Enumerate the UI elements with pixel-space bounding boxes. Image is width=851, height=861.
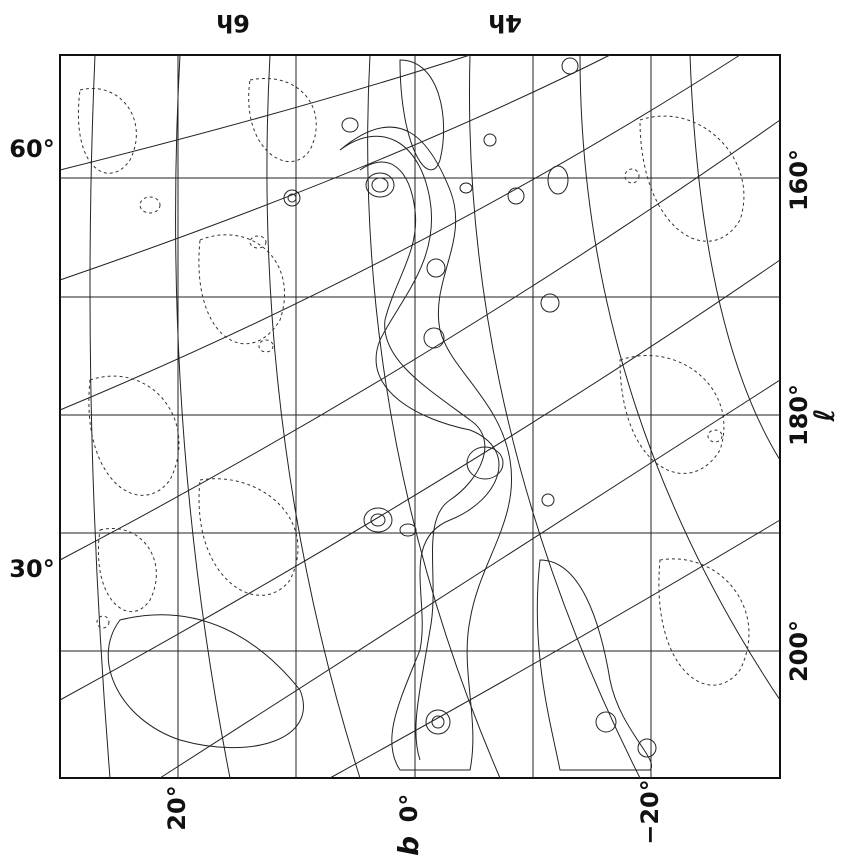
figure: 6h 4h 60° 30° 160° 180° 200° ℓ 20° 0° −2… <box>0 0 851 861</box>
l-tick-label: 200° <box>785 620 813 682</box>
map-frame <box>60 55 780 778</box>
b-axis-label: b <box>392 836 425 856</box>
b-tick-label: 0° <box>395 794 423 823</box>
ra-label: 6h <box>216 9 250 37</box>
l-tick-label: 160° <box>785 149 813 211</box>
ra-label: 4h <box>488 9 522 37</box>
l-axis-label: ℓ <box>808 408 841 422</box>
dec-label: 30° <box>9 555 54 583</box>
b-tick-label: −20° <box>636 779 664 845</box>
b-tick-label: 20° <box>163 785 191 830</box>
dec-label: 60° <box>9 135 54 163</box>
